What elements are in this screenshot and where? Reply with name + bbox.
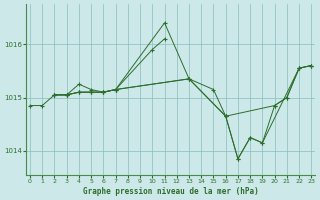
X-axis label: Graphe pression niveau de la mer (hPa): Graphe pression niveau de la mer (hPa)	[83, 187, 259, 196]
